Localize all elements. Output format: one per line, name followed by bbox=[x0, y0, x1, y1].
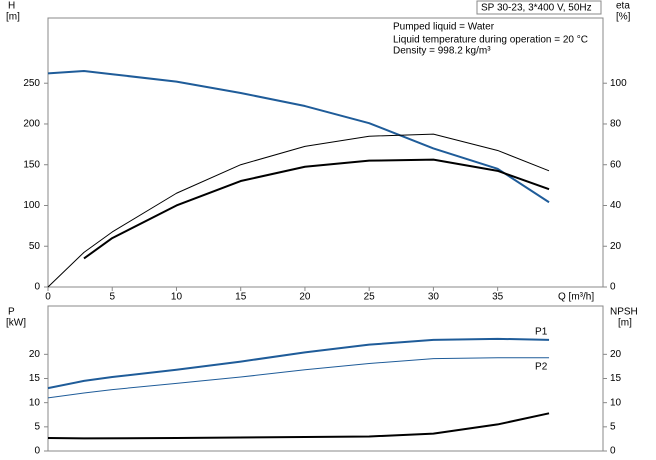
chart-title: SP 30-23, 3*400 V, 50Hz bbox=[481, 3, 592, 14]
y2-label: NPSH bbox=[610, 307, 638, 318]
y-label: P bbox=[8, 307, 15, 318]
series-label: P2 bbox=[535, 361, 548, 372]
y-tick-label: 10 bbox=[29, 397, 41, 408]
y2-tick-label: 5 bbox=[610, 421, 616, 432]
y-tick-label: 0 bbox=[34, 446, 40, 457]
y2-label: eta bbox=[616, 1, 630, 12]
y2-tick-label: 10 bbox=[610, 397, 622, 408]
annotation: Density = 998.2 kg/m³ bbox=[393, 46, 491, 57]
y-unit: [kW] bbox=[6, 318, 26, 329]
y-tick-label: 20 bbox=[29, 349, 41, 360]
y2-tick-label: 20 bbox=[610, 241, 622, 252]
annotation: Liquid temperature during operation = 20… bbox=[393, 35, 588, 46]
y2-unit: [%] bbox=[616, 12, 631, 23]
y2-tick-label: 0 bbox=[610, 282, 616, 293]
curve bbox=[47, 412, 550, 440]
y-tick-label: 250 bbox=[23, 78, 40, 89]
y2-tick-label: 100 bbox=[610, 78, 627, 89]
x-label: Q [m³/h] bbox=[558, 292, 594, 303]
plot-frame bbox=[47, 17, 604, 288]
y-tick-label: 0 bbox=[34, 282, 40, 293]
x-tick-label: 5 bbox=[109, 292, 115, 303]
x-tick-label: 30 bbox=[428, 292, 440, 303]
title-box bbox=[476, 0, 602, 15]
x-tick-label: 15 bbox=[235, 292, 247, 303]
y-tick-label: 100 bbox=[23, 200, 40, 211]
series-label: P1 bbox=[535, 326, 548, 337]
curve bbox=[47, 133, 550, 288]
y2-unit: [m] bbox=[618, 318, 632, 329]
y-tick-label: 50 bbox=[29, 241, 41, 252]
plot-frame bbox=[47, 305, 604, 452]
y2-tick-label: 60 bbox=[610, 159, 622, 170]
x-tick-label: 20 bbox=[299, 292, 311, 303]
y-tick-label: 150 bbox=[23, 159, 40, 170]
y-unit: [m] bbox=[6, 12, 20, 23]
x-tick-label: 0 bbox=[45, 292, 51, 303]
curve bbox=[47, 69, 550, 204]
x-tick-label: 10 bbox=[171, 292, 183, 303]
y-tick-label: 200 bbox=[23, 119, 40, 130]
y-label: H bbox=[8, 1, 15, 12]
curve bbox=[47, 357, 550, 399]
curve bbox=[47, 337, 550, 390]
y2-tick-label: 80 bbox=[610, 119, 622, 130]
y2-tick-label: 15 bbox=[610, 373, 622, 384]
y2-tick-label: 0 bbox=[610, 446, 616, 457]
curve bbox=[83, 158, 550, 260]
y-tick-label: 5 bbox=[34, 421, 40, 432]
annotation: Pumped liquid = Water bbox=[393, 22, 495, 33]
y2-tick-label: 40 bbox=[610, 200, 622, 211]
x-tick-label: 25 bbox=[364, 292, 376, 303]
x-tick-label: 35 bbox=[492, 292, 504, 303]
y2-tick-label: 20 bbox=[610, 349, 622, 360]
y-tick-label: 15 bbox=[29, 373, 41, 384]
